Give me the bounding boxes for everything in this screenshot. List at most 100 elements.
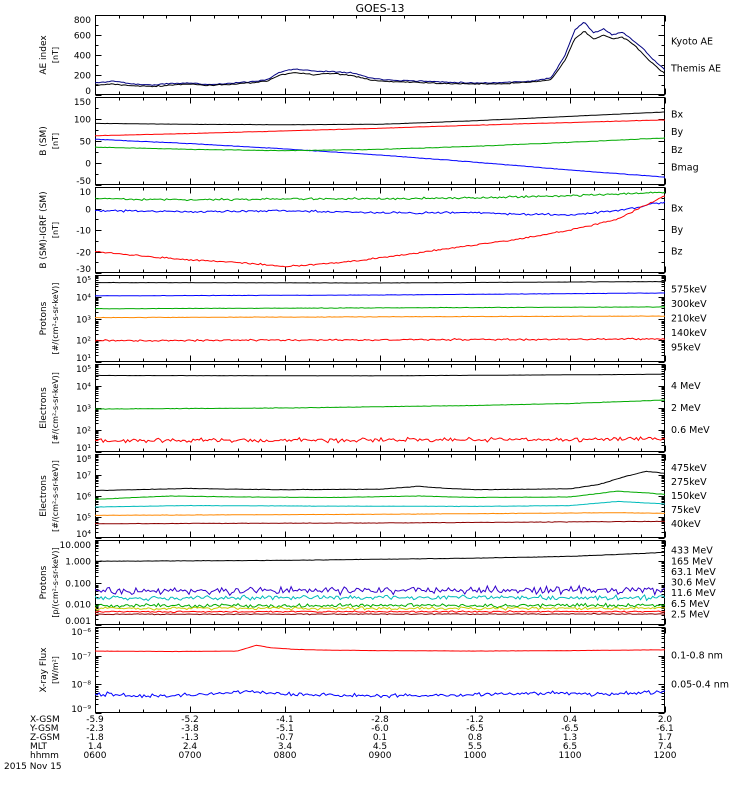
y-tick-label: 0.001: [65, 617, 91, 627]
legend-label: 140keV: [671, 328, 707, 339]
y-tick-label: 10⁻⁷: [71, 653, 91, 663]
y-tick-label: 10: [80, 188, 92, 198]
axis-value: 1.4: [87, 742, 103, 752]
series-by: [95, 137, 665, 152]
axis-value: -2.3: [86, 724, 104, 734]
axis-row-label: MLT: [30, 742, 48, 752]
y-tick-label: 10³: [76, 316, 91, 326]
legend-label: Bx: [671, 110, 684, 121]
y-tick-label: 400: [74, 52, 91, 62]
right-legend: 4 MeV 2 MeV 0.6 MeV: [671, 381, 710, 436]
y-axis-unit: [nT]: [51, 222, 60, 238]
y-axis-title: Electrons: [39, 475, 49, 517]
y-tick-label: 100: [74, 116, 91, 126]
series-0-6-mev: [95, 373, 665, 377]
y-axis-unit: [#/(cm²-s-sr-keV)]: [51, 283, 60, 355]
y-tick-label: -30: [76, 265, 91, 275]
axis-row-hhmm: hhmm 0600 0700 0800 0900 1000 1100 1200: [0, 752, 750, 761]
y-tick-labels: 10¹ 10² 10³ 10⁴ 10⁵: [76, 365, 91, 454]
axis-value: -1.2: [466, 715, 484, 725]
axis-row-label: Z-GSM: [30, 733, 61, 743]
legend-label: Bz: [671, 145, 683, 156]
axis-value: -0.7: [276, 733, 294, 743]
series-lines: [95, 22, 665, 88]
axis-row-x-gsm: X-GSM -5.9 -5.2 -4.1 -2.8 -1.2 0.4 2.0: [0, 716, 750, 725]
y-axis-title: Protons: [39, 301, 49, 335]
axis-value: 2.0: [657, 715, 673, 725]
legend-label: 6.5 MeV: [671, 599, 710, 610]
axis-value: -6.5: [561, 724, 579, 734]
y-tick-label: 10²: [76, 427, 91, 437]
y-axis-label: Protons [p/(cm²-s-sr-keV)]: [39, 547, 60, 617]
panel-b-sm-igrf: -30 -20 -10 0 10 Bx By Bz B (SM)-IGRF (SM) [nT]: [39, 187, 684, 275]
series-475kev: [95, 520, 665, 525]
axis-value: 2.4: [182, 742, 198, 752]
panel-xray: 10⁻⁹ 10⁻⁸ 10⁻⁷ 10⁻⁶ 0.1-0.8 nm 0.05-0.4 nm X-r…: [39, 627, 729, 715]
legend-label: 0.1-0.8 nm: [671, 651, 723, 662]
legend-label: 0.6 MeV: [671, 425, 710, 436]
legend-label: 475keV: [671, 463, 707, 474]
legend-label: 0.05-0.4 nm: [671, 679, 729, 690]
axis-value: -5.2: [181, 715, 199, 725]
series-165-mev: [95, 610, 665, 614]
legend-label: 75keV: [671, 505, 701, 516]
y-tick-label: 10²: [76, 337, 91, 347]
y-tick-labels: 10⁻⁹ 10⁻⁸ 10⁻⁷ 10⁻⁶: [71, 628, 91, 715]
y-axis-label: B (SM) [nT]: [39, 126, 60, 156]
right-legend: Kyoto AE Themis AE: [670, 37, 721, 75]
axes-frame: [95, 15, 666, 96]
series-30-6-mev: [95, 602, 665, 609]
y-tick-label: 10⁷: [76, 472, 91, 482]
y-tick-label: 10⁵: [76, 276, 91, 286]
legend-label: 300keV: [671, 299, 707, 310]
y-tick-label: -20: [76, 249, 91, 259]
axis-value: -2.8: [371, 715, 389, 725]
series-lines: [95, 111, 665, 178]
y-tick-label: 10⁵: [76, 365, 91, 375]
axis-value: -6.5: [466, 724, 484, 734]
legend-label: 2.5 MeV: [671, 609, 710, 620]
axis-value: -3.8: [181, 724, 199, 734]
legend-label: 433 MeV: [671, 546, 713, 557]
axis-value: 5.5: [467, 742, 483, 752]
y-tick-label: 10⁴: [76, 383, 91, 393]
y-tick-labels: 10¹ 10² 10³ 10⁴ 10⁵: [76, 276, 91, 364]
axis-value: -6.0: [371, 724, 389, 734]
series-themis-ae: [95, 31, 665, 88]
axis-row-mlt: MLT 1.4 2.4 3.4 4.5 5.5 6.5 7.4: [0, 743, 750, 752]
right-legend: Bx By Bz: [671, 204, 684, 258]
right-legend: 475keV 275keV 150keV 75keV 40keV: [671, 463, 707, 530]
legend-label: Bz: [671, 247, 683, 258]
y-tick-label: 50: [80, 138, 92, 148]
legend-label: 63.1 MeV: [671, 567, 716, 578]
axis-row-z-gsm: Z-GSM -1.8 -1.3 -0.7 0.1 0.8 1.3 1.7: [0, 734, 750, 743]
legend-label: 275keV: [671, 477, 707, 488]
y-tick-label: 10.000: [60, 541, 92, 551]
legend-label: 30.6 MeV: [671, 578, 716, 589]
legend-label: 165 MeV: [671, 556, 713, 567]
series-575kev: [95, 337, 665, 342]
series-0-1-0-8-nm: [95, 644, 665, 653]
axis-value: -5.1: [276, 724, 294, 734]
axis-row-label: X-GSM: [30, 715, 60, 725]
axis-value: 3.4: [277, 742, 293, 752]
series-6-5-mev: [95, 594, 665, 602]
axis-value: 0600: [83, 751, 107, 761]
right-legend: Bx By Bz Bmag: [671, 110, 699, 174]
axis-value: 1.3: [562, 733, 578, 743]
y-axis-label: B (SM)-IGRF (SM) [nT]: [39, 191, 60, 268]
y-axis-title: B (SM): [39, 126, 49, 156]
y-tick-label: 0: [85, 87, 91, 97]
axis-value: -1.3: [181, 733, 199, 743]
series-lines: [95, 373, 665, 444]
y-axis-label: Protons [#/(cm²-s-sr-keV)]: [39, 283, 60, 355]
y-tick-label: 10⁸: [76, 455, 91, 465]
series-40kev: [95, 470, 665, 492]
axis-row-y-gsm: Y-GSM -2.3 -3.8 -5.1 -6.0 -6.5 -6.5 -6.1: [0, 725, 750, 734]
series-lines: [95, 191, 665, 268]
y-tick-label: 10⁵: [76, 514, 91, 524]
y-tick-label: 10¹: [76, 444, 91, 454]
series-433-mev: [95, 612, 665, 616]
